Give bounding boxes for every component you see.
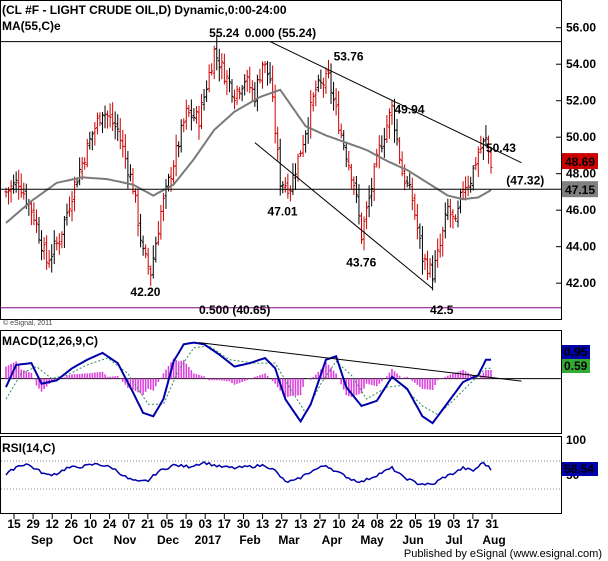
x-axis-month-label: Apr: [322, 533, 343, 547]
price-annotation: 47.01: [268, 205, 298, 219]
x-axis-day-label: 17: [218, 517, 232, 531]
x-axis-day-label: 24: [103, 517, 117, 531]
x-axis-day-label: 15: [7, 517, 21, 531]
price-annotation: 42.5: [430, 303, 454, 317]
x-axis-month-label: Mar: [278, 533, 300, 547]
price-annotation: 43.76: [346, 256, 376, 270]
x-axis-day-label: 17: [466, 517, 480, 531]
x-axis-month-label: May: [360, 533, 384, 547]
x-axis-day-label: 05: [160, 517, 174, 531]
x-axis-day-label: 13: [294, 517, 308, 531]
macd-legend: MACD(12,26,9,C): [2, 334, 98, 348]
price-annotations: 55.24 0.000 (55.24) 53.76 49.94 50.43 (47.32)…: [130, 26, 544, 317]
x-axis-day-label: 31: [485, 517, 499, 531]
price-axis-label: 52.00: [566, 94, 596, 108]
rsi-layer: 5010058.54: [1, 433, 598, 490]
copyright: © eSignal, 2011: [3, 319, 53, 327]
x-axis-day-label: 24: [351, 517, 365, 531]
macd-value-box: [562, 345, 590, 359]
signal-value-box: [562, 359, 590, 373]
x-axis-month-label: Oct: [73, 533, 93, 547]
price-axis-label: 46.00: [566, 203, 596, 217]
x-axis-day-label: 19: [179, 517, 193, 531]
price-axis-label: 54.00: [566, 57, 596, 71]
price-value-box: [562, 181, 598, 198]
x-axis-day-label: 03: [447, 517, 461, 531]
ma-legend: MA(55,C)e: [2, 19, 61, 33]
x-axis-month-label: 2017: [195, 533, 222, 547]
price-axis-label: 42.00: [566, 276, 596, 290]
macd-trendline: [198, 342, 522, 382]
macd-line: [5, 341, 491, 425]
x-axis-day-label: 10: [332, 517, 346, 531]
rsi-value-box: [562, 462, 598, 477]
x-axis-month-label: Nov: [114, 533, 137, 547]
price-panel-frame: [0, 0, 562, 320]
rsi-line: [5, 460, 492, 486]
x-axis-day-label: 30: [237, 517, 251, 531]
rsi-legend: RSI(14,C): [2, 441, 55, 455]
x-axis-day-label: 26: [65, 517, 79, 531]
price-annotation: 50.43: [486, 141, 516, 155]
price-annotation: 0.000 (55.24): [245, 26, 316, 40]
x-axis-day-label: 27: [313, 517, 327, 531]
x-axis-month-label: Aug: [482, 533, 505, 547]
x-axis-day-label: 03: [199, 517, 213, 531]
x-axis-month-label: Dec: [157, 533, 179, 547]
macd-value-label: 0.95: [564, 345, 588, 359]
price-value-box: [562, 153, 598, 170]
chart-title: (CL #F - LIGHT CRUDE OIL,D) Dynamic,0:00…: [2, 3, 287, 17]
price-axis-label: 56.00: [566, 21, 596, 35]
x-axis-day-label: 12: [46, 517, 60, 531]
price-annotation: 53.76: [334, 50, 364, 64]
x-axis-month-label: Jul: [445, 533, 462, 547]
trendline: [254, 142, 433, 290]
footer-publisher: Published by eSignal (www.esignal.com): [404, 548, 602, 560]
price-annotation: 0.500 (40.65): [199, 303, 270, 317]
signal-value-label: 0.59: [564, 359, 588, 373]
ma-55-line: [5, 88, 492, 224]
trendline: [269, 41, 522, 164]
x-axis-month-label: Jun: [402, 533, 423, 547]
x-axis-day-label: 19: [428, 517, 442, 531]
price-annotation: 49.94: [395, 102, 425, 116]
x-axis-day-label: 13: [256, 517, 270, 531]
price-annotation: 55.24: [209, 26, 239, 40]
price-value-label: 48.69: [565, 155, 595, 169]
x-axis-month-label: Sep: [31, 533, 53, 547]
macd-layer: 0.950.59: [1, 341, 590, 425]
rsi-panel-frame: [0, 436, 562, 514]
rsi-value-label: 58.54: [564, 462, 594, 476]
x-axis-day-label: 07: [122, 517, 136, 531]
price-bars: [4, 35, 493, 291]
ma-line: [5, 88, 492, 224]
x-axis-day-label: 22: [390, 517, 404, 531]
rsi-axis-label: 100: [566, 433, 586, 447]
x-axis-day-label: 05: [409, 517, 423, 531]
x-axis-day-label: 10: [84, 517, 98, 531]
price-axis: 42.00 44.00 46.00 48.00 50.00 52.00 54.00 56.00…: [556, 21, 598, 290]
x-axis-day-label: 08: [371, 517, 385, 531]
price-axis-label: 44.00: [566, 240, 596, 254]
x-axis-day-label: 27: [275, 517, 289, 531]
x-axis-day-label: 21: [141, 517, 155, 531]
x-axis-month-label: Feb: [239, 533, 260, 547]
price-axis-label: 48.00: [566, 167, 596, 181]
price-levels: [1, 41, 561, 309]
price-value-label: 47.15: [565, 183, 595, 197]
x-axis: 15 29 12 26 10 24 07 21 05 19 03 17 30 13 27 13 27 10 24 08…: [7, 514, 506, 547]
price-axis-label: 50.00: [566, 130, 596, 144]
price-annotation: (47.32): [506, 174, 544, 188]
price-annotation: 42.20: [130, 285, 160, 299]
x-axis-day-label: 29: [26, 517, 40, 531]
